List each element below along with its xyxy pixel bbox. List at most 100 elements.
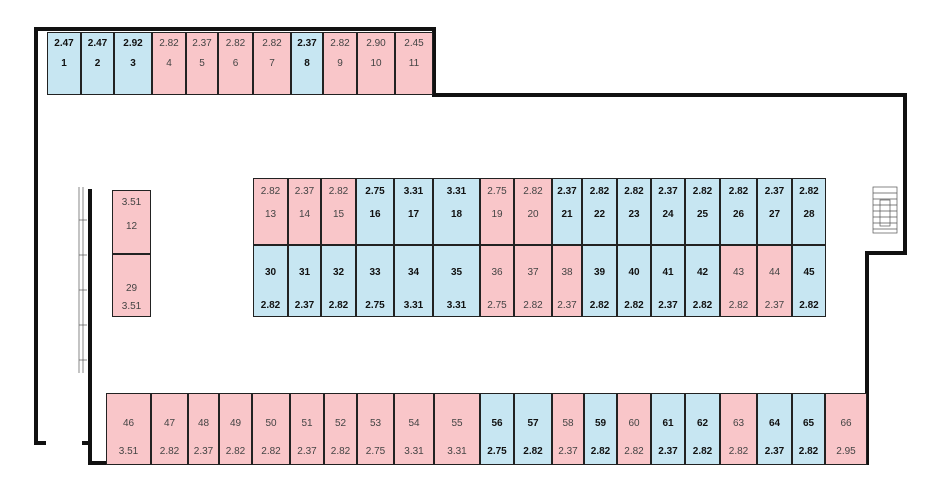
stall-66[interactable]: 66 2.95 [825,393,867,465]
stall-40[interactable]: 40 2.82 [617,245,651,317]
stall-9[interactable]: 2.82 9 [323,32,357,95]
stall-15[interactable]: 2.82 15 [321,178,356,245]
stall-30[interactable]: 30 2.82 [253,245,288,317]
stall-price: 2.82 [159,38,179,49]
stall-number: 20 [527,209,539,220]
stall-33[interactable]: 33 2.75 [356,245,394,317]
stall-price: 2.37 [193,446,214,457]
stall-price: 2.37 [557,300,577,311]
stall-17[interactable]: 3.31 17 [394,178,433,245]
stall-55[interactable]: 55 3.31 [434,393,480,465]
stall-number: 19 [491,209,503,220]
stall-34[interactable]: 34 3.31 [394,245,433,317]
stall-13[interactable]: 2.82 13 [253,178,288,245]
stall-46[interactable]: 46 3.51 [106,393,151,465]
stall-29[interactable]: 29 3.51 [112,254,151,317]
stairs-icon [872,186,898,234]
stall-22[interactable]: 2.82 22 [582,178,617,245]
stall-12[interactable]: 3.51 12 [112,190,151,254]
stall-7[interactable]: 2.82 7 [253,32,291,95]
stall-11[interactable]: 2.45 11 [395,32,433,95]
stall-number: 18 [450,209,463,220]
stall-number: 66 [840,418,852,429]
stall-38[interactable]: 38 2.37 [552,245,582,317]
stall-number: 48 [197,418,210,429]
stall-8[interactable]: 2.37 8 [291,32,323,95]
stall-39[interactable]: 39 2.82 [582,245,617,317]
stall-5[interactable]: 2.37 5 [186,32,218,95]
stall-number: 47 [163,418,176,429]
stall-price: 2.75 [365,186,385,197]
stall-price: 2.82 [799,300,819,311]
stall-43[interactable]: 43 2.82 [720,245,757,317]
stall-16[interactable]: 2.75 16 [356,178,394,245]
stall-number: 42 [696,267,709,278]
stall-41[interactable]: 41 2.37 [651,245,685,317]
stall-19[interactable]: 2.75 19 [480,178,514,245]
stall-57[interactable]: 57 2.82 [514,393,552,465]
stall-64[interactable]: 64 2.37 [757,393,792,465]
stall-65[interactable]: 65 2.82 [792,393,825,465]
stall-53[interactable]: 53 2.75 [357,393,394,465]
stall-42[interactable]: 42 2.82 [685,245,720,317]
stall-number: 41 [662,267,674,278]
stall-50[interactable]: 50 2.82 [252,393,290,465]
stall-26[interactable]: 2.82 26 [720,178,757,245]
stall-28[interactable]: 2.82 28 [792,178,826,245]
stall-price: 2.82 [523,446,543,457]
stall-24[interactable]: 2.37 24 [651,178,685,245]
stall-number: 43 [732,267,745,278]
stall-price: 2.82 [328,186,349,197]
stall-36[interactable]: 36 2.75 [480,245,514,317]
stall-51[interactable]: 51 2.37 [290,393,324,465]
stall-48[interactable]: 48 2.37 [188,393,219,465]
stall-44[interactable]: 44 2.37 [757,245,792,317]
stall-54[interactable]: 54 3.31 [394,393,434,465]
stall-price: 2.82 [523,186,543,197]
stall-3[interactable]: 2.92 3 [114,32,152,95]
stall-20[interactable]: 2.82 20 [514,178,552,245]
stall-62[interactable]: 62 2.82 [685,393,720,465]
stall-37[interactable]: 37 2.82 [514,245,552,317]
stall-2[interactable]: 2.47 2 [81,32,114,95]
stall-number: 62 [696,418,709,429]
stall-52[interactable]: 52 2.82 [324,393,357,465]
stall-price: 2.75 [487,446,507,457]
stall-1[interactable]: 2.47 1 [47,32,81,95]
stall-6[interactable]: 2.82 6 [218,32,253,95]
stall-10[interactable]: 2.90 10 [357,32,395,95]
stall-58[interactable]: 58 2.37 [552,393,584,465]
stall-45[interactable]: 45 2.82 [792,245,826,317]
stall-18[interactable]: 3.31 18 [433,178,480,245]
stall-number: 15 [332,209,345,220]
stall-21[interactable]: 2.37 21 [552,178,582,245]
stall-56[interactable]: 56 2.75 [480,393,514,465]
stall-number: 45 [803,267,815,278]
stall-59[interactable]: 59 2.82 [584,393,617,465]
stall-price: 2.82 [330,38,350,49]
stall-price: 2.75 [365,446,386,457]
stall-61[interactable]: 61 2.37 [651,393,685,465]
stall-number: 44 [768,267,781,278]
stall-number: 12 [125,221,138,232]
stall-25[interactable]: 2.82 25 [685,178,720,245]
stall-31[interactable]: 31 2.37 [288,245,321,317]
stall-price: 3.31 [446,300,467,311]
stall-number: 29 [125,283,138,294]
stall-63[interactable]: 63 2.82 [720,393,757,465]
stall-27[interactable]: 2.37 27 [757,178,792,245]
stall-47[interactable]: 47 2.82 [151,393,188,465]
stall-price: 2.82 [692,446,713,457]
stall-35[interactable]: 35 3.31 [433,245,480,317]
stall-price: 2.37 [658,186,678,197]
stall-number: 14 [298,209,311,220]
stall-number: 17 [407,209,420,220]
stall-60[interactable]: 60 2.82 [617,393,651,465]
stall-4[interactable]: 2.82 4 [152,32,186,95]
stall-price: 2.82 [589,300,610,311]
stall-14[interactable]: 2.37 14 [288,178,321,245]
stall-49[interactable]: 49 2.82 [219,393,252,465]
stall-number: 38 [561,267,573,278]
stall-23[interactable]: 2.82 23 [617,178,651,245]
stall-32[interactable]: 32 2.82 [321,245,356,317]
